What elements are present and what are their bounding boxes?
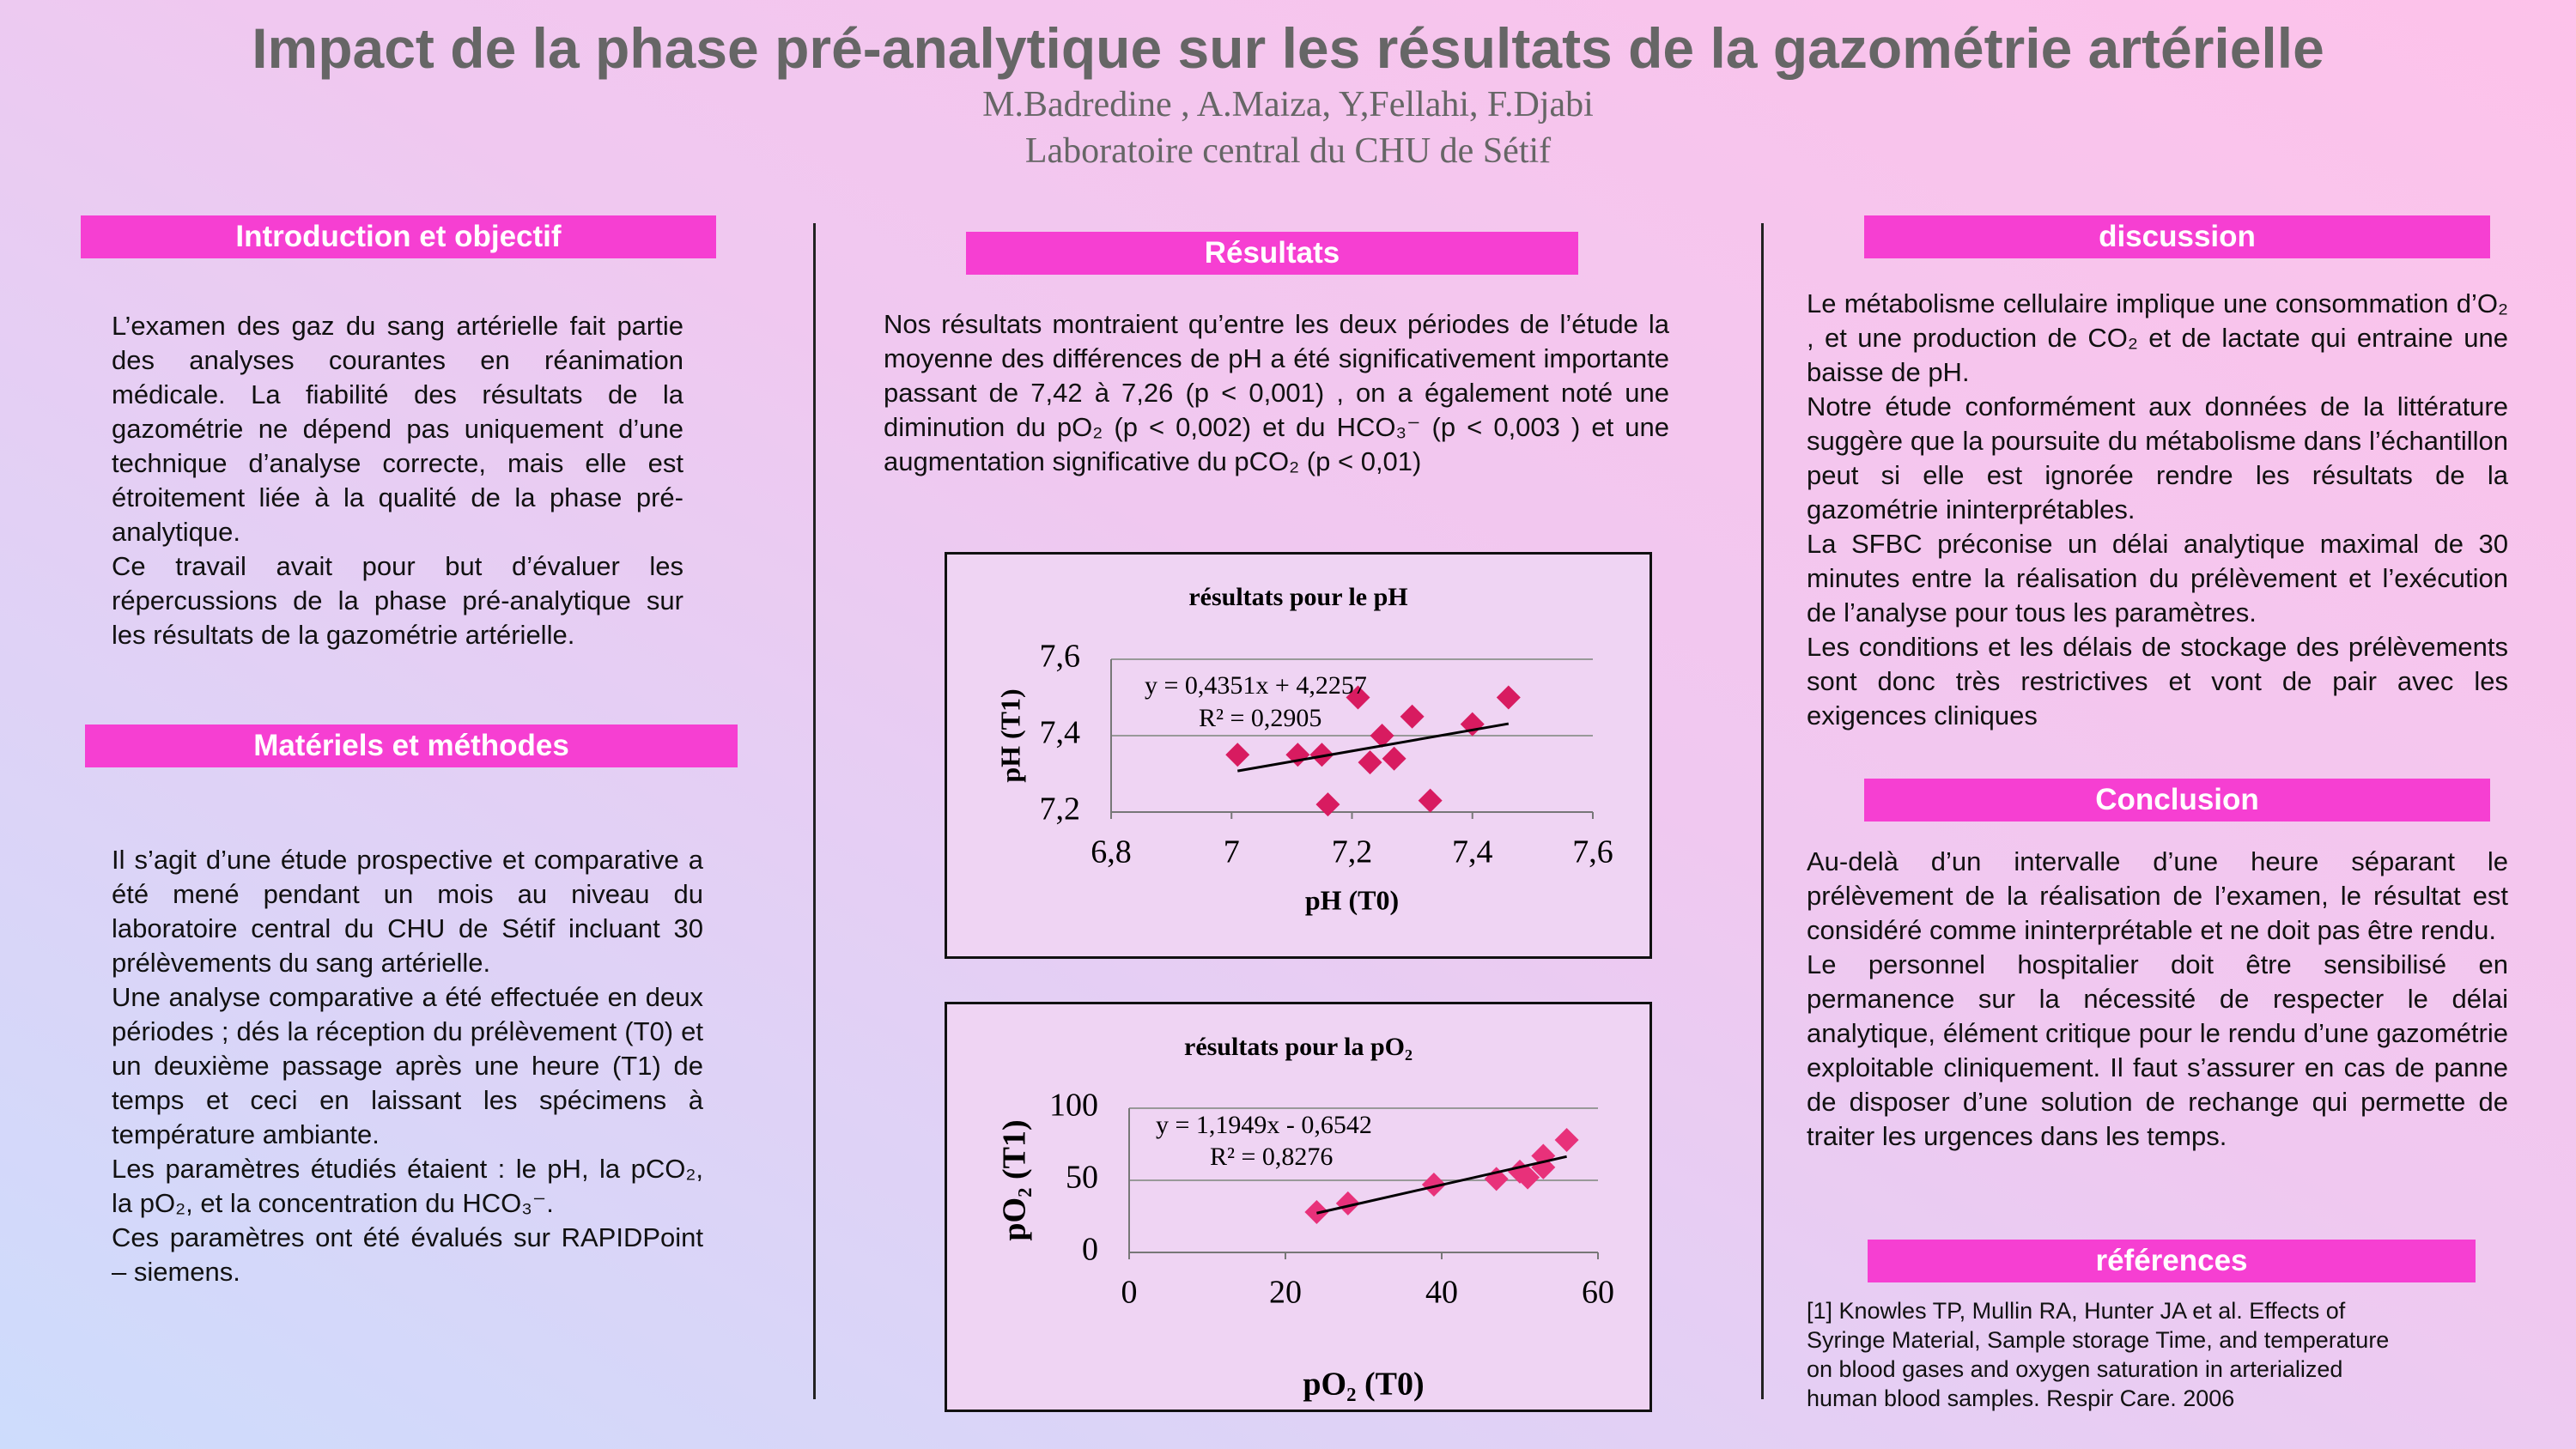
x-tick-label: 0 — [1121, 1275, 1138, 1311]
trendline-r2: R² = 0,8276 — [1210, 1143, 1333, 1171]
trendline-equation: y = 1,1949x - 0,6542 — [1156, 1111, 1372, 1139]
paragraph: Ces paramètres ont été évalués sur RAPID… — [112, 1222, 703, 1287]
section-heading: références — [1868, 1240, 2476, 1282]
chart-frame: résultats pour la pO₂ 0 50 100 0 20 40 60 pO₂ (T… — [945, 1002, 1652, 1412]
trendline-r2: R² = 0,2905 — [1199, 704, 1321, 732]
paragraph: Le métabolisme cellulaire implique une c… — [1807, 288, 2508, 387]
point — [1400, 704, 1425, 729]
y-tick-label: 7,2 — [1040, 791, 1081, 828]
point — [1285, 743, 1310, 767]
y-axis-title: pO₂ (T1) — [997, 1119, 1033, 1240]
trendline — [1237, 722, 1510, 773]
section-heading: Matériels et méthodes — [85, 724, 738, 767]
trendline-equation: y = 0,4351x + 4,2257 — [1145, 671, 1367, 700]
section-text: Au-delà d’un intervalle d’une heure sépa… — [1807, 845, 2508, 1154]
y-tick-label: 7,4 — [1040, 715, 1081, 751]
section-text: Il s’agit d’une étude prospective et com… — [112, 843, 703, 1289]
section-heading: Conclusion — [1864, 779, 2490, 822]
reference: [1] Knowles TP, Mullin RA, Hunter JA et … — [1807, 1298, 2390, 1411]
chart: résultats pour le pH 7,2 7,4 7,6 6,8 7 7,2 7,4 7… — [994, 583, 1613, 915]
section-heading: Introduction et objectif — [81, 215, 716, 258]
paragraph: Nos résultats montraient qu’entre les de… — [884, 309, 1669, 476]
point — [1554, 1127, 1579, 1152]
section-text: Nos résultats montraient qu’entre les de… — [884, 307, 1669, 479]
separator — [1761, 223, 1764, 1399]
paragraph: Il s’agit d’une étude prospective et com… — [112, 845, 703, 978]
paragraph: Les paramètres étudiés étaient : le pH, … — [112, 1154, 703, 1218]
point — [1421, 1173, 1446, 1197]
x-tick-label: 7,6 — [1572, 834, 1613, 870]
section-text: Le métabolisme cellulaire implique une c… — [1807, 287, 2508, 733]
x-axis-title: pO₂ (T0) — [1303, 1367, 1424, 1403]
point — [1358, 750, 1382, 775]
point — [1225, 743, 1250, 767]
y-tick-label: 100 — [1049, 1088, 1098, 1124]
point — [1418, 788, 1443, 813]
paragraph: Ce travail avait pour but d’évaluer les … — [112, 551, 683, 650]
y-tick-label: 0 — [1082, 1232, 1098, 1268]
point — [1309, 743, 1334, 767]
point — [1382, 746, 1406, 771]
section-text: L’examen des gaz du sang artérielle fait… — [112, 309, 683, 652]
authors: M.Badredine , A.Maiza, Y,Fellahi, F.Djab… — [982, 85, 1594, 124]
point — [1516, 1165, 1540, 1190]
x-tick-label: 20 — [1269, 1275, 1302, 1311]
poster-title: Impact de la phase pré-analytique sur le… — [252, 16, 2324, 80]
x-tick-label: 60 — [1582, 1275, 1614, 1311]
y-tick-label: 7,6 — [1040, 639, 1081, 675]
paragraph: Les conditions et les délais de stockage… — [1807, 632, 2508, 731]
section-text: [1] Knowles TP, Mullin RA, Hunter JA et … — [1807, 1296, 2408, 1413]
chart-title: résultats pour la pO₂ — [1184, 1033, 1413, 1061]
x-tick-label: 7 — [1224, 834, 1240, 870]
point — [1315, 792, 1340, 817]
point — [1370, 724, 1394, 748]
y-tick-label: 50 — [1066, 1160, 1098, 1196]
point — [1460, 712, 1485, 737]
paragraph: La SFBC préconise un délai analytique ma… — [1807, 529, 2508, 627]
section-heading: Résultats — [966, 232, 1578, 275]
x-tick-label: 7,2 — [1332, 834, 1373, 870]
chart-frame: résultats pour le pH 7,2 7,4 7,6 6,8 7 7,2 7,4 7… — [945, 552, 1652, 959]
affiliation: Laboratoire central du CHU de Sétif — [1024, 131, 1552, 171]
chart: résultats pour la pO₂ 0 50 100 0 20 40 60 pO₂ (T… — [997, 1033, 1614, 1403]
point — [1335, 1191, 1360, 1216]
x-axis-title: pH (T0) — [1305, 884, 1399, 915]
point — [1346, 685, 1370, 710]
paragraph: Au-delà d’un intervalle d’une heure sépa… — [1807, 846, 2508, 945]
x-tick-label: 7,4 — [1452, 834, 1493, 870]
paragraph: Le personnel hospitalier doit être sensi… — [1807, 949, 2508, 1151]
chart-title: résultats pour le pH — [1188, 583, 1407, 611]
paragraph: L’examen des gaz du sang artérielle fait… — [112, 311, 683, 547]
x-tick-label: 6,8 — [1091, 834, 1132, 870]
paragraph: Une analyse comparative a été effectuée … — [112, 982, 703, 1149]
separator — [813, 223, 816, 1399]
paragraph: Notre étude conformément aux données de … — [1807, 391, 2508, 524]
point — [1496, 685, 1521, 710]
trendline — [1316, 1155, 1567, 1215]
section-heading: discussion — [1864, 215, 2490, 258]
point — [1531, 1155, 1556, 1179]
x-tick-label: 40 — [1425, 1275, 1458, 1311]
y-axis-title: pH (T1) — [994, 688, 1025, 782]
